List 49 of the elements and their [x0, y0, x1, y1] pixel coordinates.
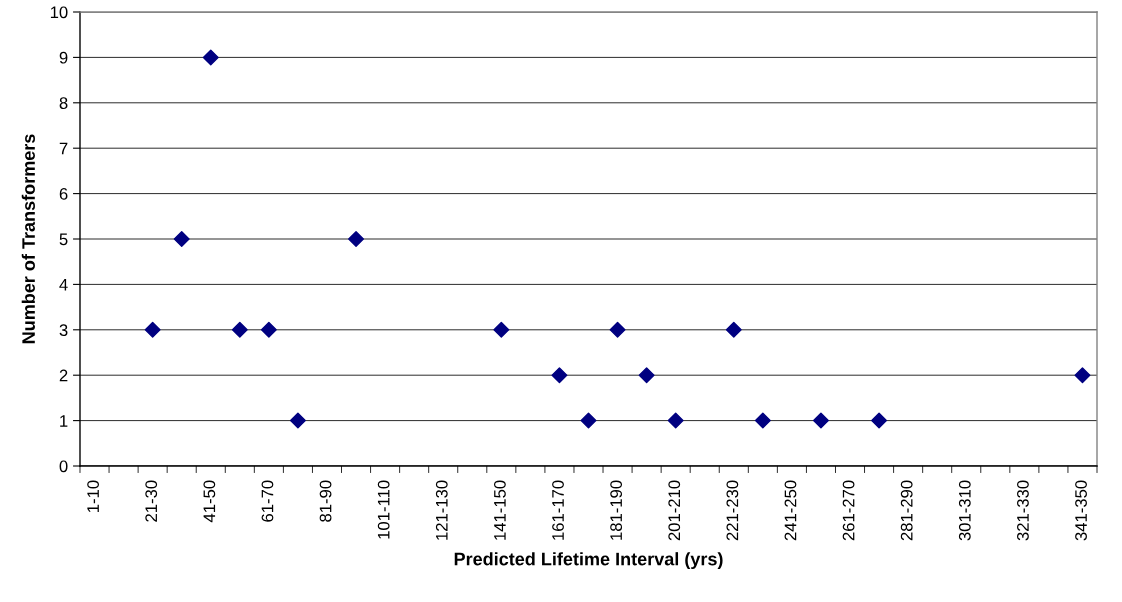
point	[289, 412, 306, 429]
x-tick-label: 161-170	[552, 480, 564, 540]
point	[725, 321, 742, 338]
y-tick-label: 4	[59, 278, 68, 291]
x-tick-label: 141-150	[494, 480, 506, 540]
y-tick-label: 1	[60, 415, 68, 427]
x-tick-label: 341-350	[1075, 480, 1087, 541]
x-tick-label: 321-330	[1017, 480, 1029, 541]
point	[493, 321, 510, 338]
point	[638, 367, 655, 384]
y-tick-label: 10	[50, 6, 68, 19]
point	[609, 321, 626, 338]
y-tick-label: 0	[59, 460, 68, 473]
x-tick-label: 241-250	[784, 480, 797, 541]
x-tick-label: 81-90	[319, 480, 332, 522]
y-tick-label: 9	[59, 51, 68, 64]
x-tick-label: 261-270	[842, 480, 855, 541]
point	[1074, 367, 1091, 384]
x-tick-label: 221-230	[726, 480, 739, 541]
y-tick-label: 8	[59, 97, 68, 109]
x-tick-label: 181-190	[610, 480, 623, 540]
point	[667, 412, 684, 429]
x-tick-label: 281-290	[900, 480, 913, 541]
x-tick-label: 101-110	[377, 480, 390, 539]
y-tick-label: 6	[59, 188, 68, 200]
point	[231, 321, 248, 338]
point	[812, 412, 829, 429]
x-tick-label: 201-210	[668, 480, 681, 541]
point	[260, 321, 277, 338]
point	[871, 412, 888, 429]
point	[580, 412, 597, 429]
point	[144, 321, 161, 338]
y-tick-label: 3	[59, 324, 68, 336]
point	[551, 367, 568, 384]
x-tick-label: 1-10	[87, 480, 99, 512]
y-tick-label: 7	[59, 142, 68, 155]
x-tick-label: 61-70	[261, 480, 274, 522]
y-tick-label: 5	[59, 233, 68, 246]
point	[754, 412, 771, 429]
y-axis-title: Number of Transformers	[21, 134, 35, 344]
point	[173, 231, 190, 247]
x-tick-label: 121-130	[435, 480, 448, 540]
point	[202, 49, 219, 66]
x-axis-title: Predicted Lifetime Interval (yrs)	[454, 552, 723, 569]
x-tick-label: 301-310	[958, 480, 971, 541]
y-tick-label: 2	[59, 369, 68, 382]
x-tick-label: 41-50	[203, 480, 216, 523]
x-tick-label: 21-30	[145, 480, 158, 522]
point	[348, 231, 365, 247]
